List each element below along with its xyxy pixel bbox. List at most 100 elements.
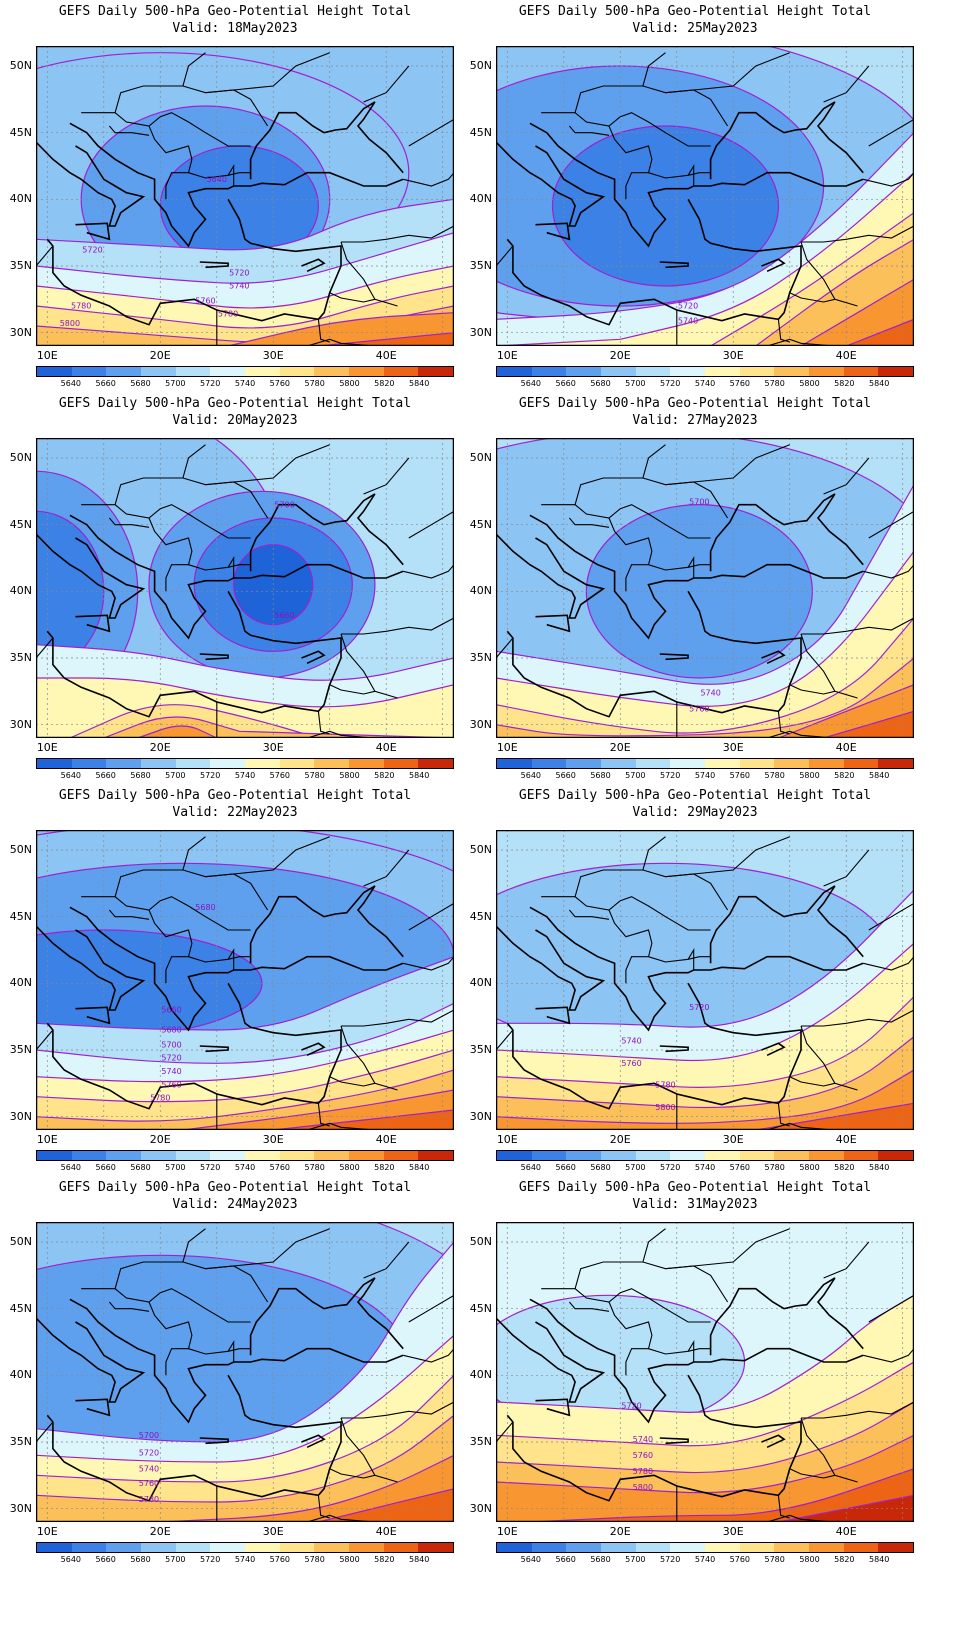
coastline <box>46 590 342 718</box>
color-scale-swatch <box>601 1543 636 1552</box>
contour-label: 5780 <box>71 302 91 311</box>
height-band-contour <box>496 238 914 346</box>
country-border <box>648 172 711 179</box>
coastline <box>69 906 404 1032</box>
color-scale-level: 5780 <box>304 771 325 780</box>
color-scale-level: 5700 <box>625 1163 646 1172</box>
color-scale-bar <box>36 1150 454 1161</box>
country-border <box>789 1076 836 1087</box>
longitude-label: 40E <box>835 741 857 754</box>
contour-map: 5720 5740 5760 5780 5800 <box>496 830 930 1144</box>
contour-label: 5720 <box>678 302 698 311</box>
coastline <box>69 122 404 248</box>
color-scale-level: 5720 <box>659 1555 681 1564</box>
color-scale-level: 5680 <box>590 771 611 780</box>
country-border <box>801 1009 914 1027</box>
latitude-label: 30N <box>469 717 492 731</box>
country-border <box>148 909 193 984</box>
country-border <box>642 836 666 871</box>
color-scale-swatch <box>210 759 246 768</box>
country-border <box>227 948 235 970</box>
contour-label: 5760 <box>633 1451 653 1460</box>
color-scale-level: 5840 <box>868 771 890 780</box>
longitude-label: 10E <box>36 741 58 754</box>
latitude-label: 50N <box>469 1235 492 1248</box>
country-border <box>341 1401 454 1419</box>
color-scale-level: 5680 <box>590 1555 611 1564</box>
height-band-contour <box>496 1069 914 1130</box>
latitude-label: 45N <box>469 517 492 531</box>
panel-title: GEFS Daily 500-hPa Geo-Potential Height … <box>58 1180 412 1195</box>
color-scale-level: 5660 <box>95 771 116 780</box>
panel-title: GEFS Daily 500-hPa Geo-Potential Height … <box>518 788 872 803</box>
latitude-label: 30N <box>469 325 492 339</box>
color-scale-swatch <box>175 1543 211 1552</box>
color-scale-level: 5780 <box>304 1555 325 1564</box>
color-scale-swatch <box>37 367 72 376</box>
contour-map: 5700 5720 5740 5760 5780 <box>36 1222 470 1536</box>
country-border <box>306 1514 375 1522</box>
country-border <box>403 564 454 579</box>
latitude-label: 30N <box>469 1501 492 1515</box>
contour-label: 5800 <box>60 319 80 328</box>
color-scale-swatch <box>37 1543 72 1552</box>
country-border <box>363 849 410 887</box>
color-scale-level: 5800 <box>339 1163 360 1172</box>
country-border <box>306 1122 375 1130</box>
longitude-label: 20E <box>609 741 631 754</box>
country-border <box>341 617 454 635</box>
color-scale-labels: 5640 5660 5680 5700 5720 5740 5760 5780 5800 5820… <box>496 1163 914 1173</box>
country-border <box>574 1288 711 1323</box>
country-border <box>665 836 790 878</box>
color-scale-level: 5640 <box>60 1163 82 1172</box>
contour-map: 5700 5660 <box>36 438 470 752</box>
coastline <box>301 1042 326 1057</box>
color-scale-swatch <box>878 367 914 376</box>
color-scale-level: 5760 <box>269 771 291 780</box>
coastline <box>199 653 229 661</box>
color-scale-level: 5640 <box>520 379 542 388</box>
color-scale-level: 5760 <box>269 379 291 388</box>
color-scale-swatch <box>383 367 419 376</box>
color-scale-swatch <box>418 1151 454 1160</box>
color-scale-swatch <box>383 759 419 768</box>
contour-label: 5720 <box>161 1054 181 1063</box>
coastline <box>36 1317 146 1403</box>
color-scale-swatch <box>349 1543 384 1552</box>
latitude-label: 40N <box>9 976 32 990</box>
country-border <box>340 241 398 307</box>
color-scale-bar <box>36 366 454 377</box>
height-band-contour <box>496 1035 914 1130</box>
country-border <box>766 730 835 738</box>
color-scale-swatch <box>878 1543 914 1552</box>
country-border <box>823 849 870 887</box>
color-scale-swatch <box>705 1543 740 1552</box>
country-border <box>182 836 206 871</box>
color-scale-swatch <box>349 759 384 768</box>
color-scale-swatch <box>635 759 671 768</box>
height-band-contour <box>496 1468 914 1522</box>
panel-title: GEFS Daily 500-hPa Geo-Potential Height … <box>518 396 872 411</box>
longitude-label: 40E <box>375 1133 397 1146</box>
color-scale-swatch <box>37 1151 72 1160</box>
color-scale-level: 5660 <box>95 379 116 388</box>
country-border <box>148 125 193 200</box>
country-border <box>642 52 666 87</box>
map-frame <box>496 46 914 346</box>
contour-label: 5800 <box>633 1483 653 1492</box>
coastline <box>535 1398 571 1417</box>
color-scale-swatch <box>531 759 567 768</box>
color-scale-swatch <box>843 1543 879 1552</box>
color-scale-bar <box>496 366 914 377</box>
country-border <box>182 52 206 87</box>
contour-label: 5700 <box>274 500 294 509</box>
color-scale-level: 5640 <box>520 1163 542 1172</box>
country-border <box>317 711 330 735</box>
country-border <box>341 225 454 243</box>
country-border <box>496 1029 514 1051</box>
country-border <box>408 510 454 539</box>
coastline <box>659 261 689 269</box>
color-scale-swatch <box>245 1543 280 1552</box>
latitude-label: 35N <box>469 259 492 272</box>
